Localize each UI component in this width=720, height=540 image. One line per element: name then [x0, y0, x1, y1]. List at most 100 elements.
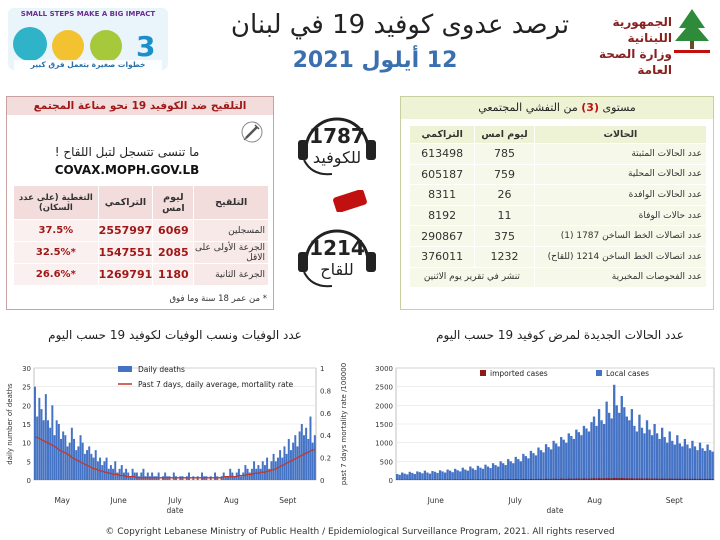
- bar: [116, 472, 119, 480]
- bar: [70, 427, 73, 480]
- row-label: عدد الحالات الوافدة: [533, 184, 708, 206]
- y-tick-label: 20: [22, 402, 31, 410]
- bar: [296, 446, 299, 480]
- bar: [711, 451, 714, 480]
- cumulative-value: 605187: [408, 163, 476, 186]
- bar: [582, 425, 586, 480]
- y-tick-label: 25: [22, 384, 31, 392]
- bar: [489, 468, 492, 480]
- bar: [671, 440, 674, 480]
- y2-tick-label: 0.6: [320, 410, 332, 418]
- bar: [188, 472, 190, 480]
- bar: [668, 431, 671, 480]
- bar: [428, 473, 432, 480]
- bar: [592, 416, 596, 480]
- bar: [555, 443, 558, 480]
- hotline-number: 1214: [309, 236, 365, 260]
- imported-bar: [471, 479, 475, 480]
- imported-bar: [633, 478, 636, 480]
- bar: [481, 468, 485, 480]
- bar: [562, 439, 565, 480]
- bar: [449, 470, 452, 480]
- imported-bar: [630, 478, 634, 480]
- table-row: المسجلين 6069 2557997 37.5%: [13, 219, 269, 242]
- row-label: عدد الحالات المثبتة: [533, 143, 708, 165]
- cumulative-value: 2557997: [97, 219, 154, 242]
- bar: [42, 420, 45, 480]
- bar: [504, 465, 507, 480]
- imported-bar: [681, 478, 684, 480]
- campaign-top-text: SMALL STEPS MAKE A BIG IMPACT: [20, 10, 156, 18]
- imported-bar: [562, 478, 565, 480]
- month-label: Aug: [587, 496, 602, 505]
- imported-bar: [560, 478, 563, 480]
- imported-bar: [623, 478, 626, 480]
- imported-bar: [691, 478, 694, 480]
- heading-pre: مستوى: [602, 101, 636, 114]
- month-label: June: [109, 496, 127, 505]
- y-tick-label: 10: [22, 440, 31, 448]
- bar: [172, 472, 175, 480]
- bar: [129, 476, 132, 480]
- y-tick-label: 0: [27, 477, 31, 485]
- registration-url[interactable]: COVAX.MOPH.GOV.LB: [54, 163, 200, 177]
- bar: [681, 446, 684, 480]
- bar: [446, 469, 449, 480]
- vaccination-table: التلقيح ليوم امس التراكمي التغطية (على ع…: [13, 185, 269, 286]
- imported-bar: [547, 478, 550, 480]
- heading-post: من التفشي المجتمعي: [478, 101, 578, 114]
- bar: [466, 470, 469, 480]
- imported-bar: [517, 479, 520, 480]
- bar: [423, 470, 427, 480]
- bar: [307, 438, 310, 480]
- imported-bar: [582, 478, 586, 480]
- bar: [401, 472, 404, 480]
- bar: [696, 450, 699, 480]
- bar: [259, 468, 262, 480]
- legend-label: Daily deaths: [138, 365, 185, 374]
- headset-icon: [298, 229, 376, 288]
- cumulative-value: 1269791: [97, 263, 154, 286]
- outbreak-level: (3): [581, 101, 599, 114]
- bar: [658, 438, 661, 480]
- bar: [630, 409, 634, 480]
- bar: [686, 444, 689, 480]
- covid-hotline: 1787 للكوفيد: [282, 124, 392, 167]
- legend-swatch: [118, 366, 132, 372]
- bar: [570, 435, 573, 480]
- headset-icon: [298, 117, 376, 176]
- bar: [309, 416, 312, 480]
- imported-bar: [602, 478, 606, 480]
- y-tick-label: 1000: [375, 440, 393, 448]
- imported-bar: [587, 478, 591, 480]
- imported-bar: [549, 478, 553, 480]
- bar: [88, 446, 91, 480]
- bar: [643, 433, 646, 480]
- bar: [396, 474, 399, 480]
- bar: [77, 446, 80, 480]
- copyright-notice: © Copyright Lebanese Ministry of Public …: [105, 527, 615, 537]
- bar: [456, 470, 459, 480]
- bar: [507, 459, 510, 480]
- imported-bar: [580, 478, 583, 480]
- bar: [496, 466, 500, 480]
- bar: [618, 412, 621, 480]
- imported-bar: [653, 478, 656, 480]
- page-title: ترصد عدوى كوفيد 19 في لبنان: [230, 10, 570, 40]
- imported-bar: [502, 479, 505, 480]
- bar: [66, 446, 69, 480]
- bar: [597, 409, 601, 480]
- bar: [539, 450, 543, 480]
- bar: [476, 465, 480, 480]
- month-label: Aug: [224, 496, 239, 505]
- bar: [491, 463, 495, 480]
- imported-bar: [522, 478, 525, 480]
- bar: [459, 471, 462, 480]
- imported-bar: [590, 478, 593, 480]
- bar: [461, 467, 464, 480]
- imported-bar: [544, 478, 548, 480]
- bar: [266, 457, 269, 480]
- imported-bar: [595, 478, 598, 480]
- bar: [514, 456, 517, 480]
- row-label: المسجلين: [193, 219, 269, 242]
